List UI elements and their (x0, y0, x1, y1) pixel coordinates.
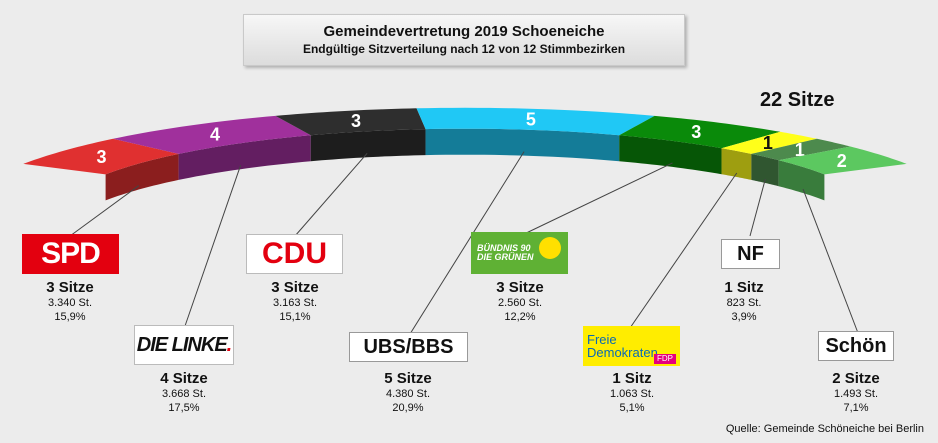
arc-segment-side-spd (105, 153, 179, 201)
arc-segment-gr-ne (619, 115, 781, 149)
arc-segment-side-sch-n (778, 160, 825, 201)
seat-count-sch-n: 2 (837, 151, 847, 171)
seat-count-cdu: 3 (351, 111, 361, 131)
arc-segment-side-ubs-bbs (425, 128, 620, 162)
linke-logo: DIE LINKE. (134, 325, 234, 365)
arc-segment-fdp (721, 131, 817, 154)
leader-line-cdu (294, 152, 368, 237)
leader-line-spd (69, 185, 140, 237)
party-label-ubs: 5 Sitze 4.380 St. 20,9% (384, 370, 432, 415)
fdp-logo-line1: Freie (587, 332, 617, 347)
leader-line-die-linke (184, 165, 242, 327)
fdp-logo: Freie Demokraten FDP (583, 326, 680, 366)
party-label-spd: 3 Sitze 3.340 St. 15,9% (46, 279, 94, 324)
spd-logo: SPD (22, 234, 119, 274)
leader-line-gr-ne (519, 162, 673, 237)
seat-count-gr-ne: 3 (691, 122, 701, 142)
cdu-logo: CDU (246, 234, 343, 274)
seat-count-die-linke: 4 (210, 124, 220, 144)
source-note: Quelle: Gemeinde Schöneiche bei Berlin (725, 423, 924, 435)
nf-logo: NF (721, 239, 780, 269)
party-label-cdu: 3 Sitze 3.163 St. 15,1% (271, 279, 319, 324)
ubs-bbs-logo: UBS/BBS (349, 332, 468, 362)
arc-segment-die-linke (113, 115, 311, 154)
arc-segment-nf (751, 138, 851, 161)
arc-segment-sch-n (778, 146, 907, 175)
arc-segment-spd (23, 138, 179, 175)
title-box: Gemeindevertretung 2019 Schoeneiche Endg… (243, 14, 685, 66)
arc-segment-side-gr-ne (619, 135, 722, 175)
party-label-schoen: 2 Sitze 1.493 St. 7,1% (832, 370, 880, 415)
party-label-nf: 1 Sitz 823 St. 3,9% (724, 279, 764, 324)
arc-segment-cdu (275, 108, 426, 136)
leader-line-sch-n (802, 188, 859, 334)
seat-count-ubs-bbs: 5 (526, 109, 536, 129)
arc-segment-side-die-linke (178, 135, 311, 180)
leader-line-fdp (629, 172, 738, 329)
leader-line-ubs-bbs (409, 151, 525, 335)
party-label-linke: 4 Sitze 3.668 St. 17,5% (160, 370, 208, 415)
party-label-gruene: 3 Sitze 2.560 St. 12,2% (496, 279, 544, 324)
fdp-logo-tag: FDP (654, 354, 676, 364)
arc-segment-side-nf (751, 153, 779, 187)
fdp-logo-line2: Demokraten (587, 345, 658, 360)
gruene-logo-line2: DIE GRÜNEN (477, 252, 534, 262)
party-label-fdp: 1 Sitz 1.063 St. 5,1% (609, 370, 655, 415)
leader-line-nf (749, 178, 766, 237)
arc-segment-side-cdu (310, 129, 426, 162)
seat-count-nf: 1 (795, 140, 805, 160)
arc-segment-ubs-bbs (416, 107, 655, 136)
sunflower-icon (539, 237, 561, 259)
seat-count-spd: 3 (96, 147, 106, 167)
gruene-logo: BÜNDNIS 90 DIE GRÜNEN (471, 232, 568, 274)
arc-segment-side-fdp (721, 148, 752, 180)
chart-subtitle: Endgültige Sitzverteilung nach 12 von 12… (302, 42, 626, 56)
chart-title: Gemeindevertretung 2019 Schoeneiche (323, 23, 605, 40)
total-seats-label: 22 Sitze (760, 89, 835, 111)
schoen-logo: Schön (818, 331, 894, 361)
seat-count-fdp: 1 (763, 133, 773, 153)
gruene-logo-line1: BÜNDNIS 90 (477, 243, 531, 253)
